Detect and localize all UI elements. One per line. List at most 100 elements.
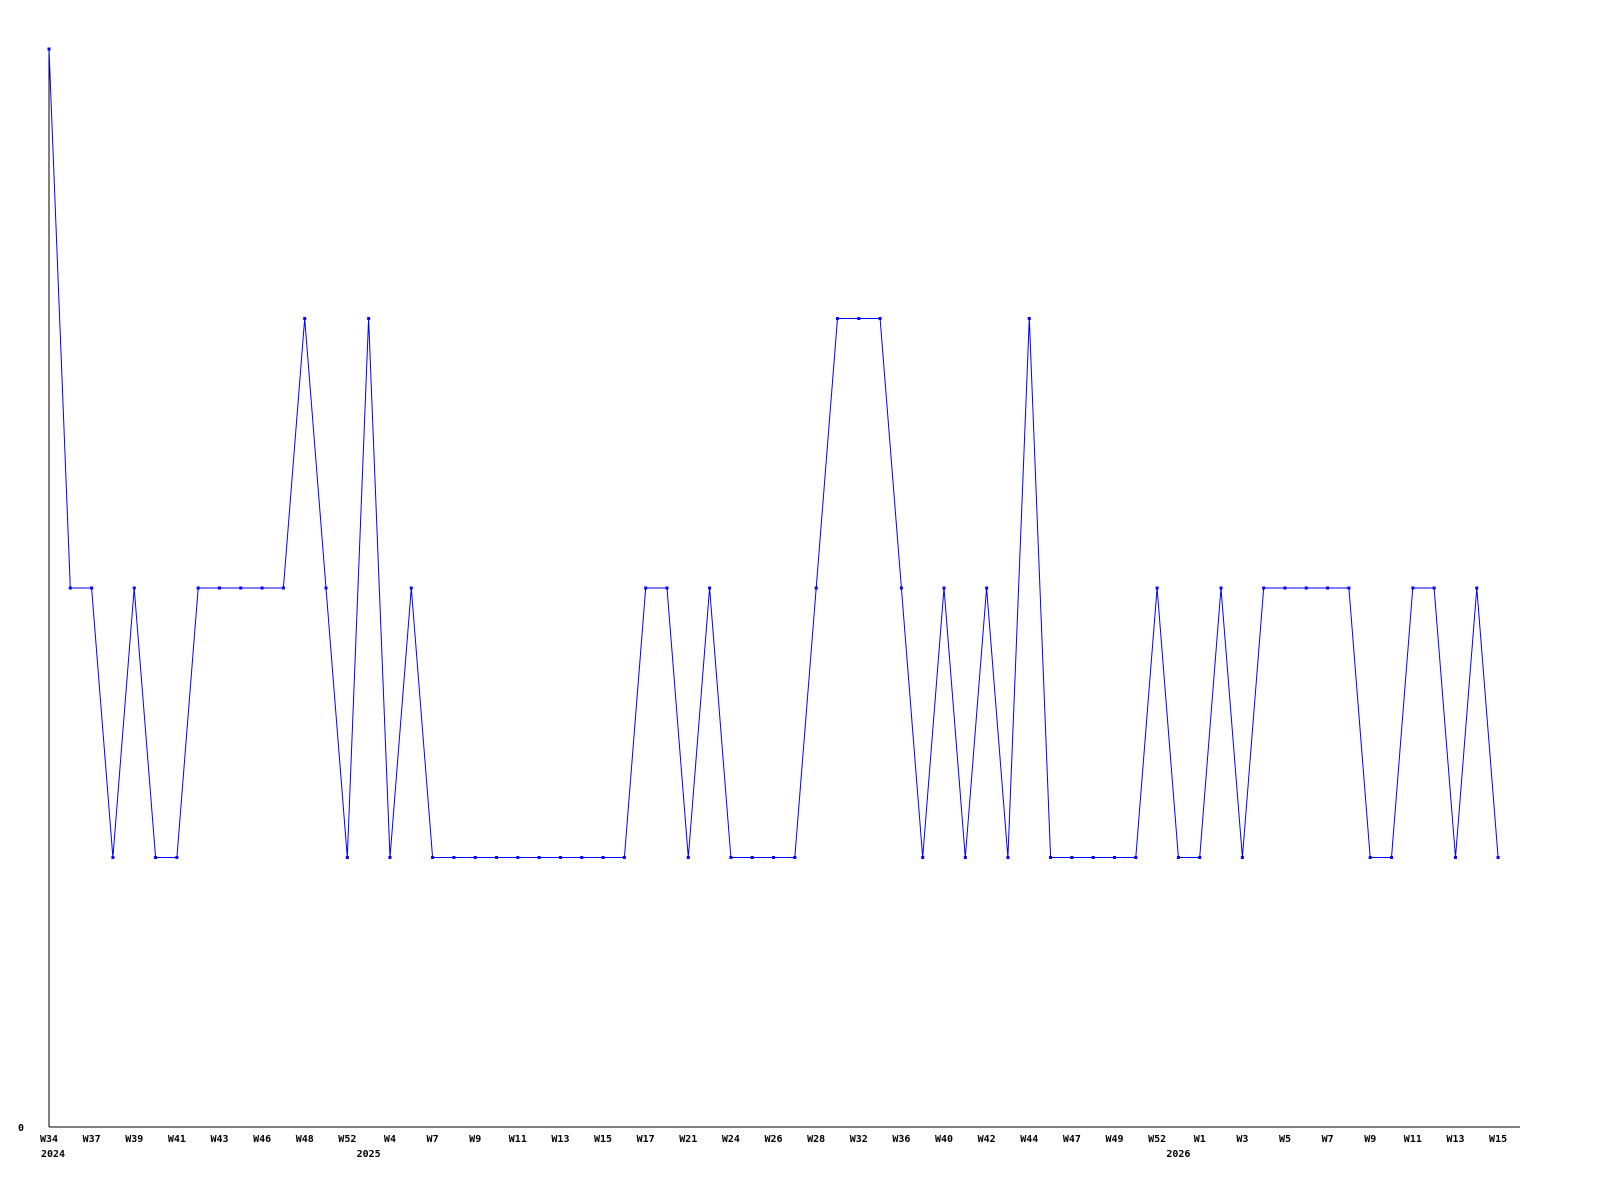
data-point bbox=[1347, 586, 1351, 590]
data-point bbox=[175, 856, 179, 859]
data-point bbox=[708, 586, 712, 590]
x-tick-label: W17 bbox=[637, 1134, 655, 1145]
x-tick-label: W1 bbox=[1194, 1134, 1206, 1145]
data-point bbox=[1304, 586, 1308, 590]
data-point bbox=[1283, 586, 1287, 590]
x-tick-label: W52 bbox=[1148, 1134, 1166, 1145]
data-point bbox=[132, 586, 136, 590]
data-point bbox=[601, 856, 605, 859]
data-point bbox=[345, 856, 349, 859]
data-point bbox=[1113, 856, 1116, 859]
x-tick-label: W13 bbox=[1446, 1134, 1464, 1145]
data-point bbox=[239, 586, 243, 590]
data-point bbox=[47, 47, 51, 51]
data-point bbox=[154, 856, 158, 859]
data-point bbox=[1411, 586, 1415, 590]
year-label: 2024 bbox=[41, 1149, 65, 1160]
data-point bbox=[1453, 856, 1457, 859]
year-label: 2026 bbox=[1166, 1149, 1190, 1160]
data-point bbox=[537, 856, 541, 859]
data-point bbox=[1155, 586, 1159, 590]
data-point bbox=[1091, 856, 1095, 859]
x-tick-label: W37 bbox=[83, 1134, 101, 1145]
data-point bbox=[1326, 586, 1330, 590]
data-point bbox=[1432, 586, 1436, 590]
data-point bbox=[196, 586, 200, 590]
data-point bbox=[1049, 856, 1053, 859]
x-tick-label: W39 bbox=[125, 1134, 143, 1145]
data-point bbox=[772, 856, 776, 859]
x-tick-label: W36 bbox=[892, 1134, 910, 1145]
x-tick-label: W11 bbox=[1404, 1134, 1422, 1145]
data-point bbox=[324, 586, 328, 590]
data-point bbox=[729, 856, 733, 859]
x-tick-label: W47 bbox=[1063, 1134, 1081, 1145]
x-tick-label: W41 bbox=[168, 1134, 186, 1145]
x-tick-label: W11 bbox=[509, 1134, 527, 1145]
data-point bbox=[217, 586, 221, 590]
x-tick-label: W3 bbox=[1236, 1134, 1248, 1145]
data-point bbox=[388, 856, 392, 859]
data-point bbox=[644, 586, 648, 590]
data-point bbox=[111, 856, 115, 859]
data-point bbox=[90, 586, 94, 590]
data-point bbox=[878, 317, 882, 320]
x-tick-label: W52 bbox=[338, 1134, 356, 1145]
data-point bbox=[665, 586, 669, 590]
data-point bbox=[1070, 856, 1074, 859]
x-tick-label: W32 bbox=[850, 1134, 868, 1145]
data-point bbox=[431, 856, 435, 859]
x-tick-label: W4 bbox=[384, 1134, 396, 1145]
x-tick-label: W28 bbox=[807, 1134, 825, 1145]
x-tick-label: W40 bbox=[935, 1134, 953, 1145]
x-tick-label: W5 bbox=[1279, 1134, 1291, 1145]
data-point bbox=[68, 586, 72, 590]
data-point bbox=[1240, 856, 1244, 859]
x-tick-label: W21 bbox=[679, 1134, 697, 1145]
data-point bbox=[1006, 856, 1010, 859]
x-tick-label: W49 bbox=[1105, 1134, 1123, 1145]
data-point bbox=[899, 586, 903, 590]
data-line bbox=[48, 48, 1499, 858]
x-tick-label: W48 bbox=[296, 1134, 314, 1145]
data-point bbox=[814, 586, 818, 590]
data-point bbox=[921, 856, 925, 859]
x-tick-label: W44 bbox=[1020, 1134, 1038, 1145]
data-point bbox=[473, 856, 477, 859]
data-point bbox=[1027, 317, 1031, 320]
data-point bbox=[260, 586, 264, 590]
x-tick-label: W15 bbox=[594, 1134, 612, 1145]
data-point bbox=[1134, 856, 1138, 859]
data-point bbox=[793, 856, 797, 859]
x-tick-label: W43 bbox=[210, 1134, 228, 1145]
data-point bbox=[580, 856, 584, 859]
data-point bbox=[1176, 856, 1180, 859]
data-point bbox=[1219, 586, 1223, 590]
y-tick-label: 0 bbox=[18, 1123, 24, 1134]
data-point bbox=[1198, 856, 1202, 859]
x-tick-label: W42 bbox=[978, 1134, 996, 1145]
x-tick-label: W24 bbox=[722, 1134, 740, 1145]
x-tick-label: W9 bbox=[469, 1134, 481, 1145]
data-point bbox=[409, 586, 413, 590]
data-point bbox=[963, 856, 967, 859]
data-point bbox=[835, 317, 839, 320]
x-tick-label: W46 bbox=[253, 1134, 271, 1145]
x-tick-label: W7 bbox=[1322, 1134, 1334, 1145]
data-point bbox=[985, 586, 989, 590]
data-point bbox=[516, 856, 520, 859]
data-point bbox=[622, 856, 626, 859]
data-point bbox=[367, 317, 371, 320]
x-tick-label: W26 bbox=[765, 1134, 783, 1145]
data-point bbox=[857, 317, 861, 320]
x-tick-label: W15 bbox=[1489, 1134, 1507, 1145]
data-point bbox=[750, 856, 754, 859]
data-point bbox=[1390, 856, 1394, 859]
data-point bbox=[1262, 586, 1266, 590]
x-tick-label: W34 bbox=[40, 1134, 58, 1145]
data-point bbox=[1496, 856, 1500, 859]
x-tick-label: W9 bbox=[1364, 1134, 1376, 1145]
data-point bbox=[1368, 856, 1372, 859]
year-label: 2025 bbox=[357, 1149, 381, 1160]
